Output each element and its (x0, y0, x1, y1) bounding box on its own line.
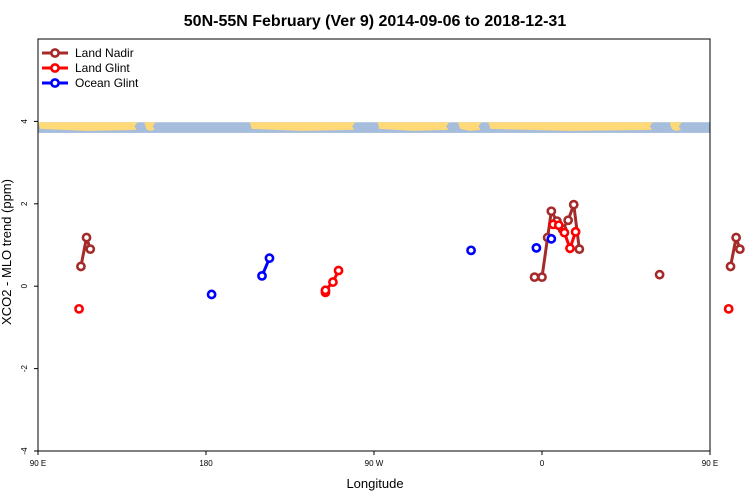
map-land-0 (38, 122, 138, 131)
y-tick-label: 2 (20, 201, 29, 206)
y-tick-label: -4 (20, 447, 29, 455)
data-point-land-nadir (654, 269, 665, 280)
y-tick-label: -2 (20, 364, 29, 372)
map-land-4 (458, 122, 482, 131)
data-point-land-glint (328, 277, 338, 287)
data-point-land-glint (559, 227, 570, 238)
data-point-ocean-glint (531, 242, 542, 253)
y-axis-label: XCO2 - MLO trend (ppm) (0, 179, 14, 325)
legend-label: Land Glint (75, 61, 130, 75)
data-point-land-nadir (76, 261, 86, 272)
data-point-land-nadir (563, 215, 574, 226)
x-tick-label: 0 (540, 459, 545, 468)
x-tick-label: 180 (199, 459, 213, 468)
y-tick-label: 4 (20, 119, 29, 124)
data-point-land-nadir (85, 244, 96, 255)
map-land-5 (488, 122, 653, 131)
data-point-land-nadir (546, 206, 557, 217)
map-land-2 (249, 122, 356, 131)
data-point-land-glint (553, 220, 564, 231)
legend-marker (50, 48, 60, 58)
data-point-land-glint (74, 303, 84, 314)
y-tick-label: 0 (20, 283, 29, 288)
data-point-ocean-glint (264, 253, 275, 264)
series-ocean-glint (206, 233, 557, 300)
data-point-land-glint (565, 243, 575, 254)
series-land-glint (74, 219, 734, 314)
map-land-6 (669, 122, 682, 131)
world-map-strip (38, 122, 710, 133)
data-point-land-glint (333, 265, 344, 276)
data-point-land-nadir (529, 272, 540, 283)
legend-label: Ocean Glint (75, 76, 139, 90)
data-point-ocean-glint (546, 233, 557, 244)
data-point-ocean-glint (466, 245, 476, 256)
data-point-land-nadir (725, 261, 736, 272)
data-point-land-nadir (81, 232, 92, 243)
plot-frame (37, 38, 711, 452)
x-tick-label: 90 W (365, 459, 384, 468)
x-tick-label: 90 E (30, 459, 46, 468)
data-point-land-nadir (568, 199, 579, 210)
x-tick-label: 90 E (702, 459, 718, 468)
legend-item-land-nadir: Land Nadir (42, 46, 134, 60)
legend-item-land-glint: Land Glint (42, 61, 130, 75)
chart-title: 50N-55N February (Ver 9) 2014-09-06 to 2… (184, 13, 567, 30)
data-point-land-glint (723, 303, 734, 314)
legend-marker (50, 63, 60, 73)
data-point-land-glint (570, 226, 581, 237)
data-point-land-nadir (734, 244, 745, 255)
data-point-ocean-glint (257, 270, 267, 281)
data-point-land-glint (320, 285, 331, 296)
data-point-land-nadir (537, 272, 547, 283)
map-land-3 (377, 122, 450, 131)
data-point-ocean-glint (206, 289, 217, 300)
x-axis-label: Longitude (346, 476, 403, 491)
series-layer (74, 199, 745, 314)
y-axis: -4 -2 0 2 4 (20, 119, 38, 455)
data-point-land-nadir (574, 244, 585, 255)
map-land-1 (144, 122, 156, 131)
legend-marker (50, 78, 60, 88)
x-axis: 90 E 180 90 W 0 90 E (30, 451, 718, 468)
series-land-nadir (76, 199, 745, 283)
legend-label: Land Nadir (75, 46, 134, 60)
legend-item-ocean-glint: Ocean Glint (42, 76, 139, 90)
map-ocean (38, 122, 710, 133)
data-point-land-nadir (731, 232, 742, 243)
